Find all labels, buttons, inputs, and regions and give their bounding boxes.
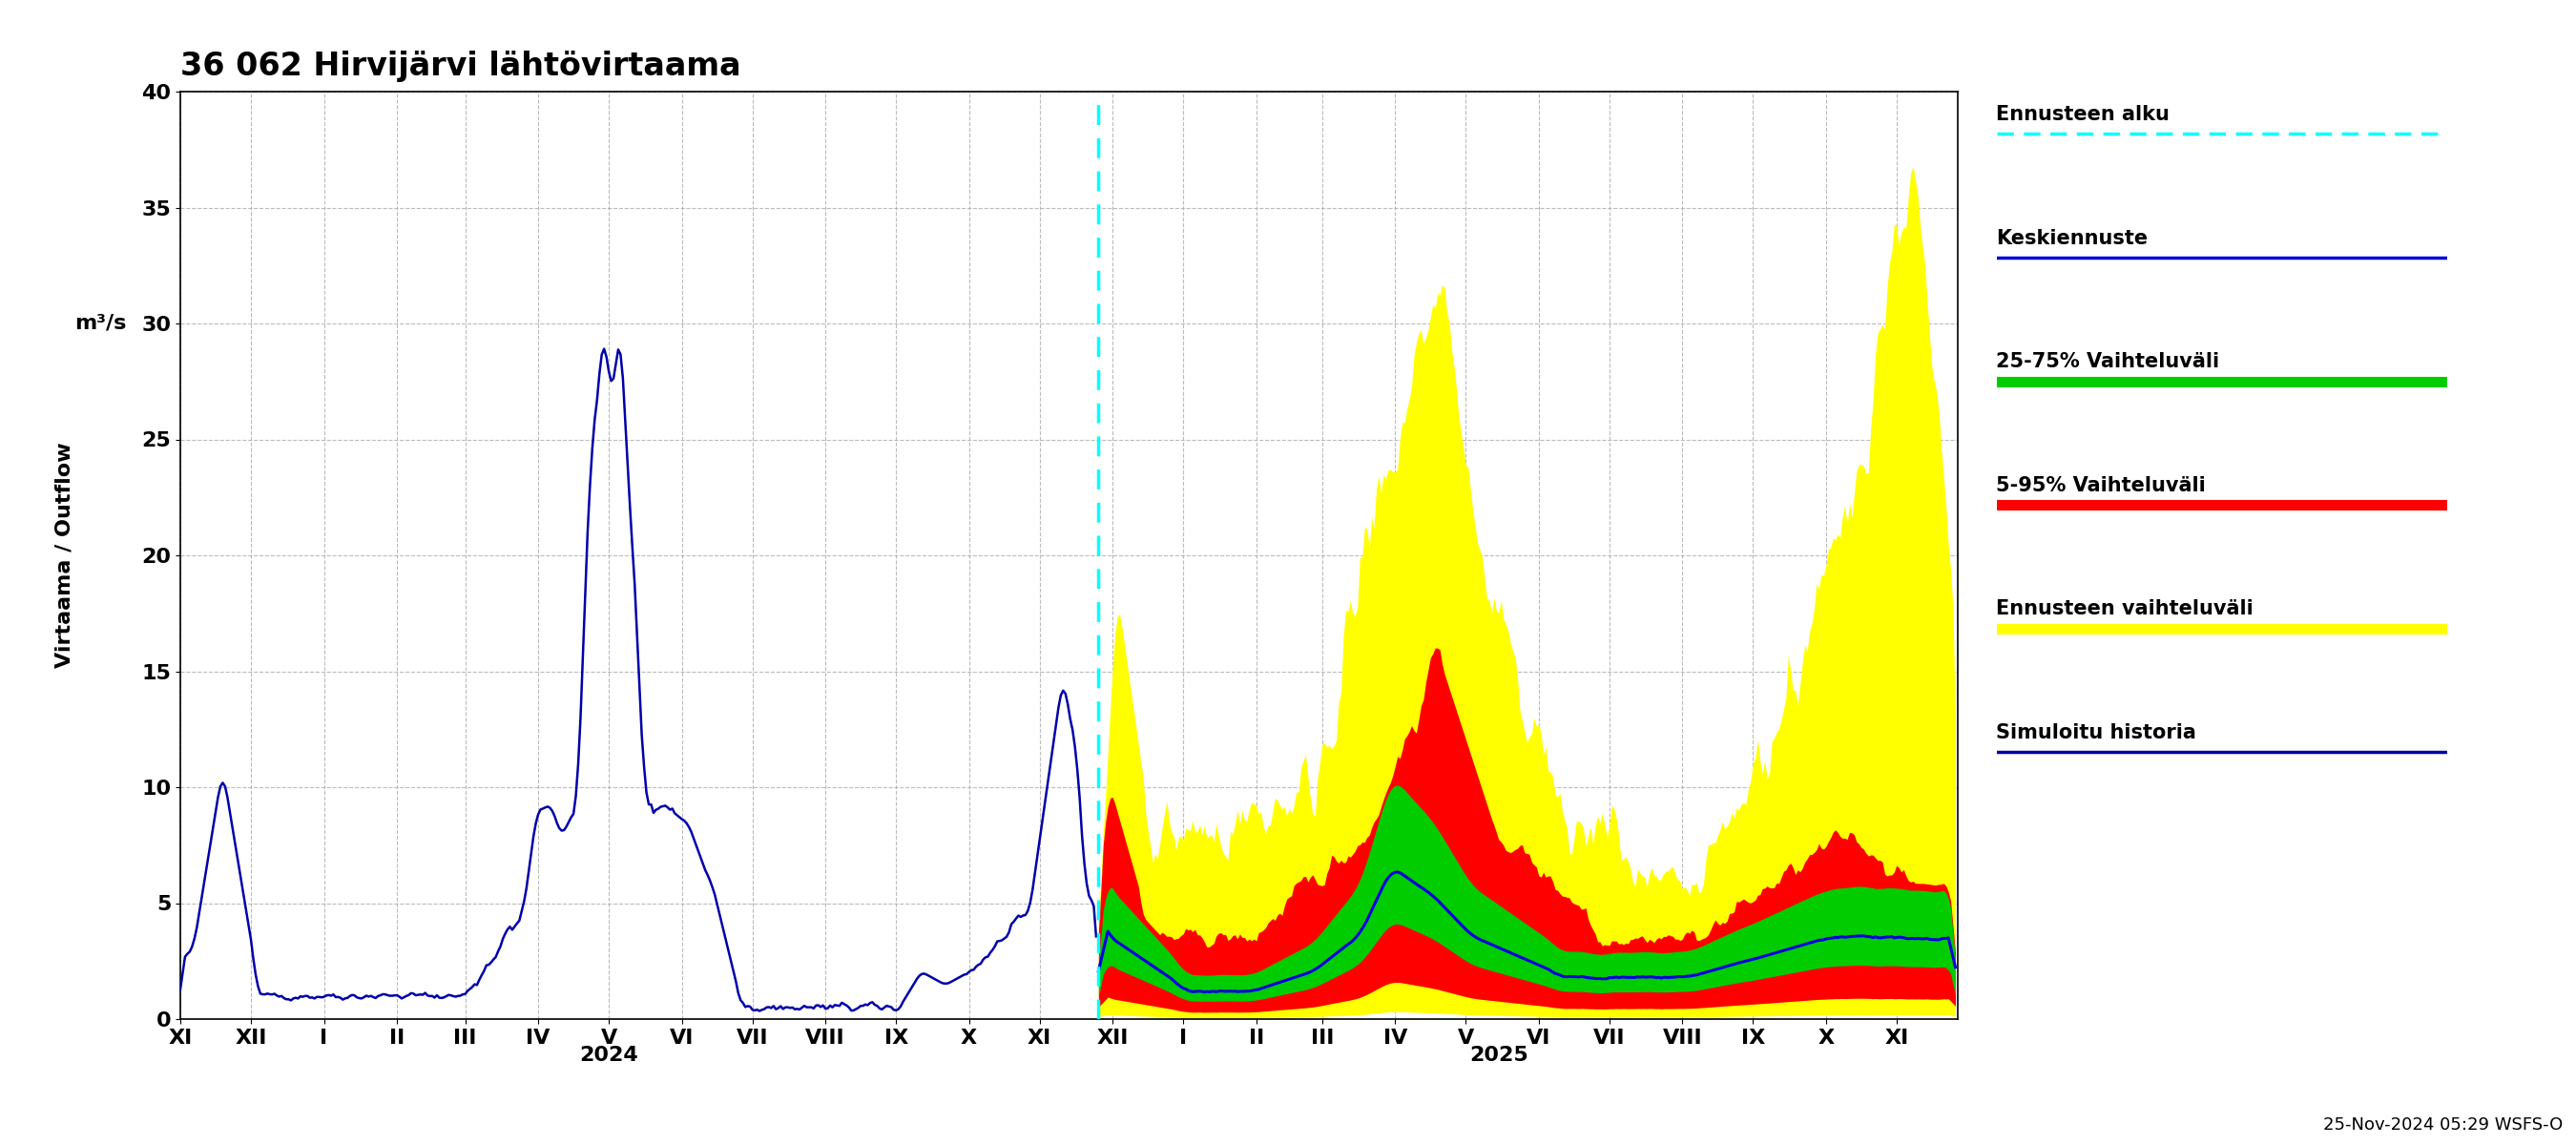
Text: Ennusteen vaihteluväli: Ennusteen vaihteluväli	[1996, 600, 2254, 618]
Text: 36 062 Hirvijärvi lähtövirtaama: 36 062 Hirvijärvi lähtövirtaama	[180, 50, 742, 82]
Text: Simuloitu historia: Simuloitu historia	[1996, 724, 2197, 742]
Text: 5-95% Vaihteluväli: 5-95% Vaihteluväli	[1996, 476, 2205, 495]
Text: 2024: 2024	[580, 1047, 639, 1065]
Text: Ennusteen alku: Ennusteen alku	[1996, 105, 2169, 124]
Text: Virtaama / Outflow: Virtaama / Outflow	[54, 442, 75, 669]
Text: 25-75% Vaihteluväli: 25-75% Vaihteluväli	[1996, 353, 2221, 371]
Text: 25-Nov-2024 05:29 WSFS-O: 25-Nov-2024 05:29 WSFS-O	[2324, 1116, 2563, 1134]
Text: 2025: 2025	[1468, 1047, 1528, 1065]
Text: Keskiennuste: Keskiennuste	[1996, 229, 2148, 247]
Text: m³/s: m³/s	[75, 314, 126, 333]
